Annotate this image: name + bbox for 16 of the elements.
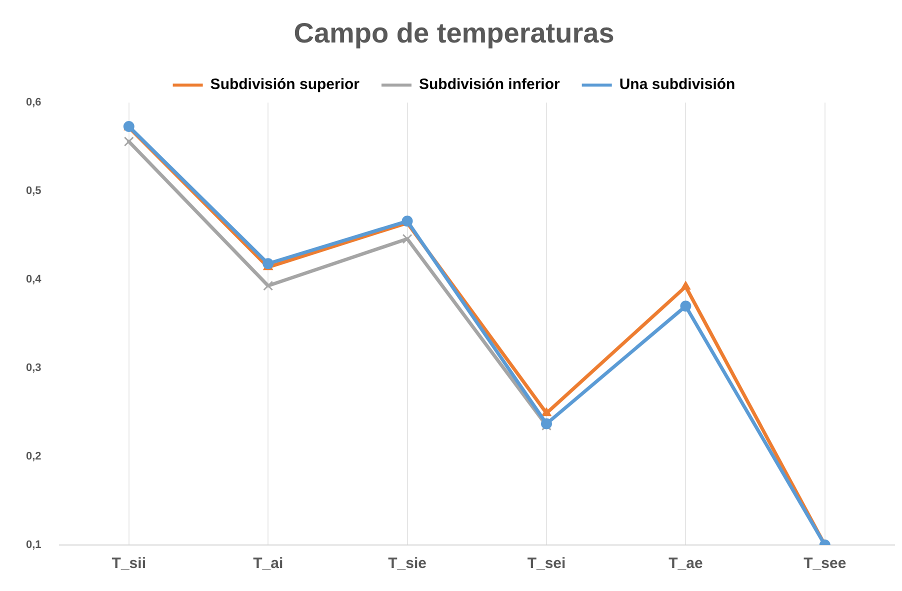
legend-label: Subdivisión superior <box>210 76 360 94</box>
y-tick-label: 0,3 <box>26 362 42 374</box>
x-tick-label: T_see <box>804 555 846 572</box>
legend-label: Subdivisión inferior <box>419 76 560 94</box>
x-tick-label: T_sie <box>388 555 426 572</box>
x-tick-label: T_ai <box>253 555 284 572</box>
chart-title: Campo de temperaturas <box>294 18 614 49</box>
x-tick-label: T_ae <box>668 555 703 572</box>
y-tick-label: 0,5 <box>26 185 42 198</box>
legend-label: Una subdivisión <box>619 76 736 94</box>
y-tick-label: 0,4 <box>26 274 42 286</box>
y-tick-label: 0,2 <box>26 450 42 463</box>
x-tick-label: T_sii <box>112 555 146 572</box>
y-tick-label: 0,1 <box>26 539 42 552</box>
x-tick-label: T_sei <box>527 555 566 572</box>
y-tick-label: 0,6 <box>26 96 42 109</box>
